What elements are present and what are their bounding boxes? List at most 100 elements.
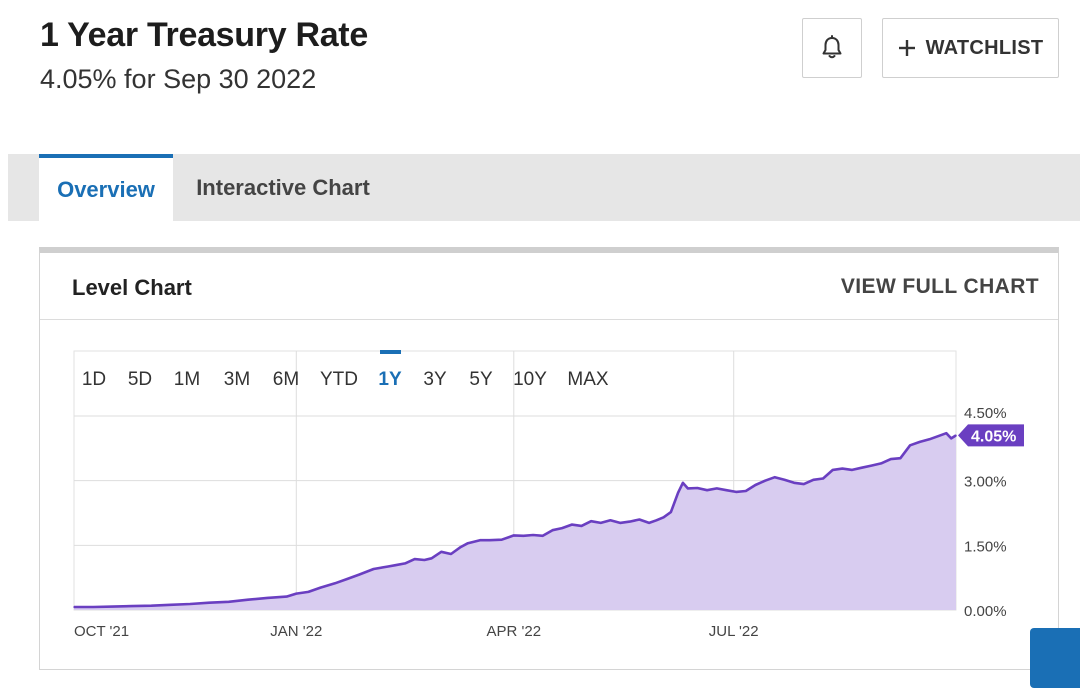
data-point <box>609 519 612 522</box>
data-point <box>227 601 230 603</box>
data-point <box>706 489 708 492</box>
data-point <box>783 479 786 481</box>
data-point <box>754 484 757 486</box>
data-point <box>542 535 544 537</box>
data-point <box>919 441 921 443</box>
plus-icon <box>898 40 915 56</box>
data-point <box>532 534 534 536</box>
range-1d[interactable]: 1D <box>81 369 107 390</box>
data-point <box>150 604 153 607</box>
data-point <box>687 487 689 490</box>
data-point <box>394 564 397 566</box>
data-point <box>169 604 172 606</box>
data-point <box>682 482 684 484</box>
y-tick-label: 4.50% <box>964 405 1007 422</box>
data-point <box>950 437 952 440</box>
area-fill <box>74 433 956 610</box>
page-title: 1 Year Treasury Rate <box>40 16 368 54</box>
data-point <box>938 435 940 437</box>
range-3y[interactable]: 3Y <box>423 369 447 390</box>
data-point <box>880 462 882 465</box>
tab-overview[interactable]: Overview <box>39 154 173 221</box>
data-point <box>793 482 795 484</box>
data-point <box>372 568 375 570</box>
data-point <box>319 586 322 589</box>
active-range-indicator <box>380 350 401 354</box>
data-point <box>832 469 834 471</box>
range-max[interactable]: MAX <box>567 369 609 390</box>
range-3m[interactable]: 3M <box>223 369 251 390</box>
range-ytd[interactable]: YTD <box>320 369 358 390</box>
data-point <box>561 527 563 529</box>
data-point <box>404 562 406 565</box>
data-point <box>423 559 426 561</box>
data-point <box>131 605 133 607</box>
data-point <box>662 516 665 519</box>
data-point <box>111 605 114 608</box>
last-value-label: 4.05% <box>971 428 1016 445</box>
alert-button[interactable] <box>802 18 862 78</box>
data-point <box>745 490 747 492</box>
data-point <box>764 479 766 482</box>
data-point <box>670 511 672 513</box>
add-to-watchlist-button[interactable]: WATCHLIST <box>882 18 1059 78</box>
range-6m[interactable]: 6M <box>272 369 300 390</box>
data-point <box>307 591 310 593</box>
data-point <box>629 520 631 523</box>
range-5y[interactable]: 5Y <box>469 369 493 390</box>
data-point <box>899 457 902 460</box>
x-tick-label: JUL '22 <box>709 623 759 640</box>
data-point <box>600 522 602 524</box>
data-point <box>774 476 776 479</box>
data-point <box>945 432 948 435</box>
current-rate-subtitle: 4.05% for Sep 30 2022 <box>40 64 317 94</box>
data-point <box>266 597 269 599</box>
data-point <box>725 489 728 492</box>
tab-bar: Overview Interactive Chart <box>8 154 1080 221</box>
data-point <box>638 518 641 521</box>
series-line <box>74 431 957 609</box>
data-point <box>479 539 481 541</box>
data-point <box>295 592 298 595</box>
data-point <box>522 535 525 537</box>
data-point <box>467 542 469 544</box>
feedback-tab[interactable] <box>1030 628 1080 688</box>
range-5d[interactable]: 5D <box>127 369 153 390</box>
level-chart: 0.00% 1.50% 3.00% 4.50% OCT '21 JAN '22 APR '2… <box>73 350 1024 640</box>
range-1y[interactable]: 1Y <box>378 369 402 390</box>
watchlist-label: WATCHLIST <box>925 36 1044 59</box>
data-point <box>73 606 75 608</box>
data-point <box>822 477 824 480</box>
data-point <box>208 601 211 604</box>
data-point <box>500 538 503 541</box>
data-point <box>677 491 679 494</box>
data-point <box>841 467 844 470</box>
data-point <box>928 438 931 441</box>
view-full-chart-link[interactable]: VIEW FULL CHART <box>840 275 1039 298</box>
tab-interactive-chart[interactable]: Interactive Chart <box>196 174 370 200</box>
x-tick-label: OCT '21 <box>74 623 129 640</box>
data-point <box>735 491 737 493</box>
data-point <box>92 606 95 608</box>
card-title: Level Chart <box>72 275 192 300</box>
data-point <box>571 523 573 526</box>
y-tick-label: 1.50% <box>964 538 1007 555</box>
data-point <box>716 487 718 490</box>
card-header: Level Chart VIEW FULL CHART <box>40 253 1058 320</box>
data-point <box>513 534 515 537</box>
range-10y[interactable]: 10Y <box>513 369 547 390</box>
bell-icon <box>822 35 842 59</box>
data-point <box>648 522 650 524</box>
data-point <box>247 598 249 601</box>
data-point <box>803 483 805 485</box>
data-point <box>551 529 554 531</box>
data-point <box>580 525 583 527</box>
data-point <box>619 522 621 524</box>
last-value-badge <box>958 424 1024 447</box>
data-point <box>590 520 592 522</box>
y-tick-label: 3.00% <box>964 474 1007 491</box>
data-point <box>440 551 443 553</box>
data-point <box>870 464 873 467</box>
data-point <box>909 444 911 447</box>
range-1m[interactable]: 1M <box>173 369 201 390</box>
